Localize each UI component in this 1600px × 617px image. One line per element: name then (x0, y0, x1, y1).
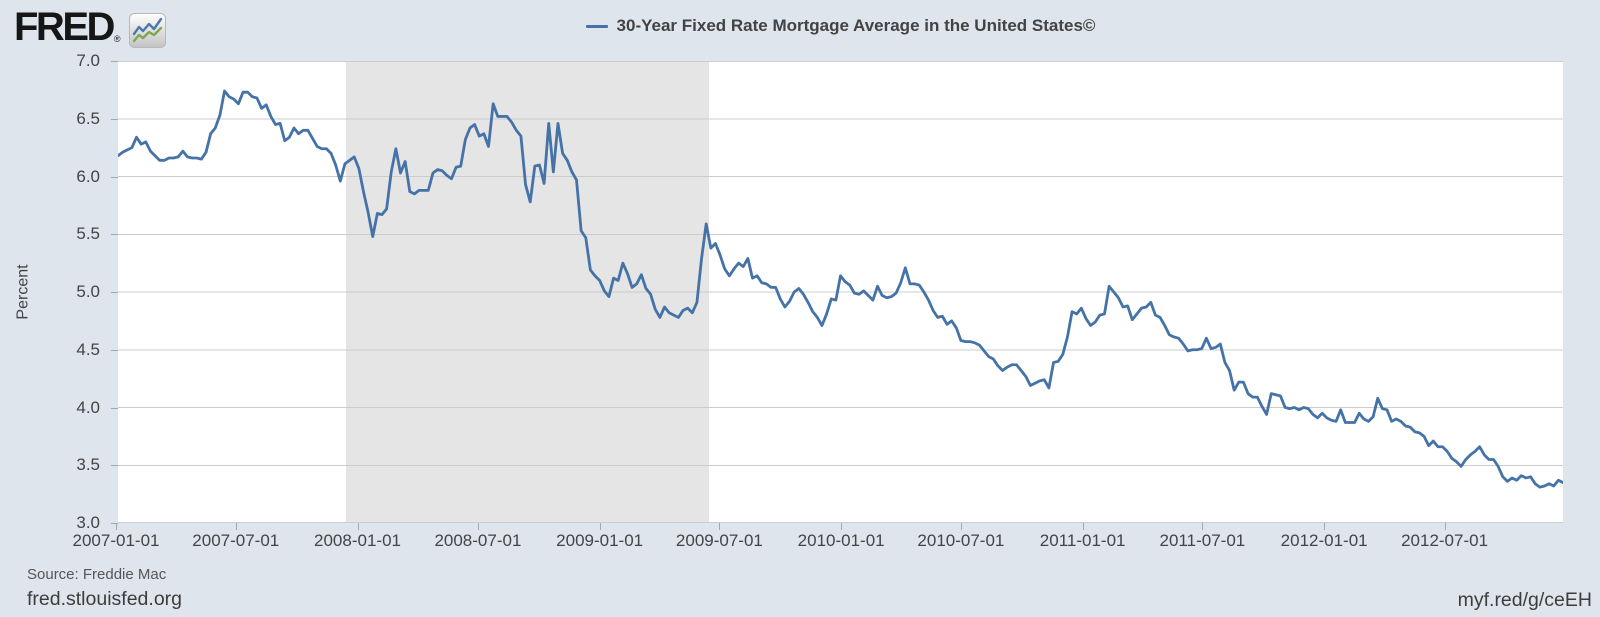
x-tick-mark (357, 523, 359, 530)
x-tick-label: 2011-01-01 (1039, 531, 1126, 550)
y-tick-label: 5.0 (76, 282, 100, 301)
x-tick-mark (235, 523, 237, 530)
x-tick-label: 2010-07-01 (917, 531, 1005, 550)
fred-logo-text: FRED (14, 5, 115, 49)
y-tick-label: 6.5 (76, 108, 100, 128)
series-swatch (585, 24, 608, 28)
x-tick-label: 2010-01-01 (797, 531, 885, 550)
x-tick-mark (1324, 523, 1326, 530)
x-tick-mark (841, 523, 843, 530)
y-tick-mark (111, 61, 118, 62)
y-tick-label: 6.0 (76, 166, 100, 186)
plot-area[interactable] (118, 61, 1563, 523)
x-tick-label: 2008-01-01 (314, 531, 401, 550)
y-tick-label: 5.5 (76, 224, 100, 244)
x-tick-label: 2007-07-01 (192, 531, 280, 550)
y-tick-label: 3.0 (76, 513, 100, 532)
series-line (118, 89, 1563, 489)
site-link[interactable]: fred.stlouisfed.org (27, 588, 183, 610)
x-tick-mark (1444, 523, 1446, 530)
x-tick-label: 2012-07-01 (1401, 531, 1489, 550)
y-tick-label: 4.0 (76, 397, 100, 417)
y-tick-mark (111, 234, 118, 236)
x-tick-mark (116, 523, 117, 530)
x-tick-mark (1082, 523, 1084, 530)
fred-chart-icon (128, 13, 166, 48)
y-tick-mark (111, 523, 118, 524)
fred-logo[interactable]: FRED ® (14, 5, 166, 49)
y-tick-mark (111, 407, 118, 409)
x-tick-mark (960, 523, 962, 530)
y-tick-label: 4.5 (76, 339, 100, 359)
registered-trademark-icon: ® (113, 34, 121, 44)
x-tick-label: 2008-07-01 (434, 531, 522, 550)
x-tick-label: 2009-07-01 (675, 531, 763, 550)
x-tick-label: 2011-07-01 (1159, 531, 1246, 550)
line-chart-svg (118, 61, 1563, 523)
short-url-link[interactable]: myf.red/g/ceEH (1457, 589, 1592, 611)
series-title: 30-Year Fixed Rate Mortgage Average in t… (616, 16, 1096, 35)
x-tick-label: 2012-01-01 (1280, 531, 1368, 550)
y-tick-mark (111, 292, 118, 293)
x-tick-mark (719, 523, 721, 530)
x-tick-mark (599, 523, 601, 530)
y-tick-label: 7.0 (76, 51, 100, 70)
y-tick-mark (111, 176, 118, 178)
chart-legend: 30-Year Fixed Rate Mortgage Average in t… (118, 16, 1563, 36)
x-tick-mark (477, 523, 479, 530)
y-tick-mark (111, 465, 118, 467)
source-note: Source: Freddie Mac (27, 566, 167, 583)
x-tick-label: 2007-01-01 (72, 531, 160, 550)
y-tick-label: 3.5 (76, 455, 100, 475)
x-tick-mark (1202, 523, 1204, 530)
y-tick-mark (111, 349, 118, 351)
y-tick-mark (111, 118, 118, 120)
x-tick-label: 2009-01-01 (556, 531, 644, 550)
